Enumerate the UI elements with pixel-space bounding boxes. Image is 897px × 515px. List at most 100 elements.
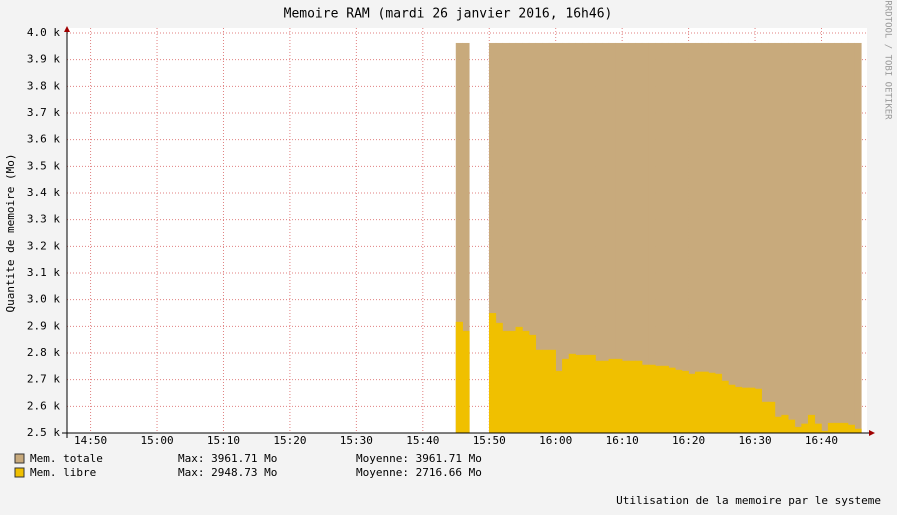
area-step [568,353,576,434]
x-tick-label: 16:20 [672,434,705,447]
area-step [655,365,663,434]
area-step [768,401,776,434]
x-tick-label: 16:40 [805,434,838,447]
area-step [668,367,676,434]
area-step [754,388,762,434]
area-step [827,422,836,434]
area-step [748,387,756,434]
area-step [841,422,849,434]
area-step [694,371,703,434]
area-step [542,349,550,434]
area-step [701,371,709,434]
x-tick-label: 15:00 [140,434,173,447]
legend-max: Max: 2948.73 Mo [178,466,277,479]
y-tick-label: 2.7 k [27,373,60,386]
area-step [781,42,789,434]
area-step [555,370,563,434]
area-step [728,42,736,434]
area-step [814,423,822,434]
y-tick-label: 3.7 k [27,106,60,119]
area-step [562,358,570,434]
y-tick-label: 2.8 k [27,346,60,359]
y-tick-label: 3.1 k [27,266,60,279]
y-tick-label: 3.8 k [27,79,60,92]
area-step [841,42,849,434]
area-step [528,334,537,434]
area-step [462,330,470,434]
area-step [635,360,643,434]
area-step [502,330,510,434]
area-step [834,422,842,434]
area-step [827,42,836,434]
area-step [608,358,616,434]
area-step [508,330,517,434]
area-step [807,42,816,434]
y-arrow [64,26,70,32]
x-tick-label: 15:40 [406,434,439,447]
x-tick-label: 15:30 [340,434,373,447]
area-step [601,360,610,434]
area-step [588,354,596,434]
area-step [714,373,723,434]
area-step [721,380,729,434]
area-step [854,428,862,434]
y-tick-label: 3.9 k [27,53,60,66]
area-step [615,358,623,434]
area-step [535,349,543,434]
area-step [788,419,796,434]
chart-title: Memoire RAM (mardi 26 janvier 2016, 16h4… [284,7,613,22]
area-step [489,313,497,434]
area-step [681,370,689,434]
y-tick-label: 3.3 k [27,213,60,226]
x-tick-label: 16:30 [738,434,771,447]
legend-swatch [14,467,25,478]
area-step [781,414,789,434]
area-step [854,42,862,434]
area-step [834,42,842,434]
area-step [728,384,736,434]
area-step [515,326,523,434]
x-tick-label: 16:00 [539,434,572,447]
legend-swatch [14,453,25,464]
x-arrow [869,430,875,436]
area-step [761,42,769,434]
area-step [582,354,590,434]
area-step [821,42,829,434]
x-tick-label: 15:10 [207,434,240,447]
legend-avg: Moyenne: 3961.71 Mo [356,452,482,465]
area-step [801,42,809,434]
footer: Utilisation de la memoire par le systeme [616,494,881,507]
area-step [794,42,802,434]
area-step [721,42,729,434]
area-step [595,360,603,434]
x-tick-label: 14:50 [74,434,107,447]
legend-name: Mem. libre [30,466,96,479]
area-step [748,42,756,434]
area-step [788,42,796,434]
area-step [847,42,855,434]
area-step [708,372,716,434]
y-tick-label: 4.0 k [27,26,60,39]
area-step [794,426,802,434]
area-step [675,369,683,434]
area-step [761,401,769,434]
area-step [801,423,809,434]
y-tick-label: 2.5 k [27,426,60,439]
area-step [734,42,743,434]
area-step [641,364,649,434]
area-step [661,365,669,434]
axes [62,26,875,438]
watermark: RRDTOOL / TOBI OETIKER [883,0,893,120]
y-tick-label: 3.6 k [27,133,60,146]
area-step [847,424,855,434]
y-axis-label: Quantite de memoire (Mo) [4,154,17,313]
area-step [774,416,782,434]
area-step [628,360,636,434]
legend-max: Max: 3961.71 Mo [178,452,277,465]
area-step [621,360,630,434]
legend-avg: Moyenne: 2716.66 Mo [356,466,482,479]
y-tick-label: 3.0 k [27,293,60,306]
y-tick-label: 2.9 k [27,319,60,332]
